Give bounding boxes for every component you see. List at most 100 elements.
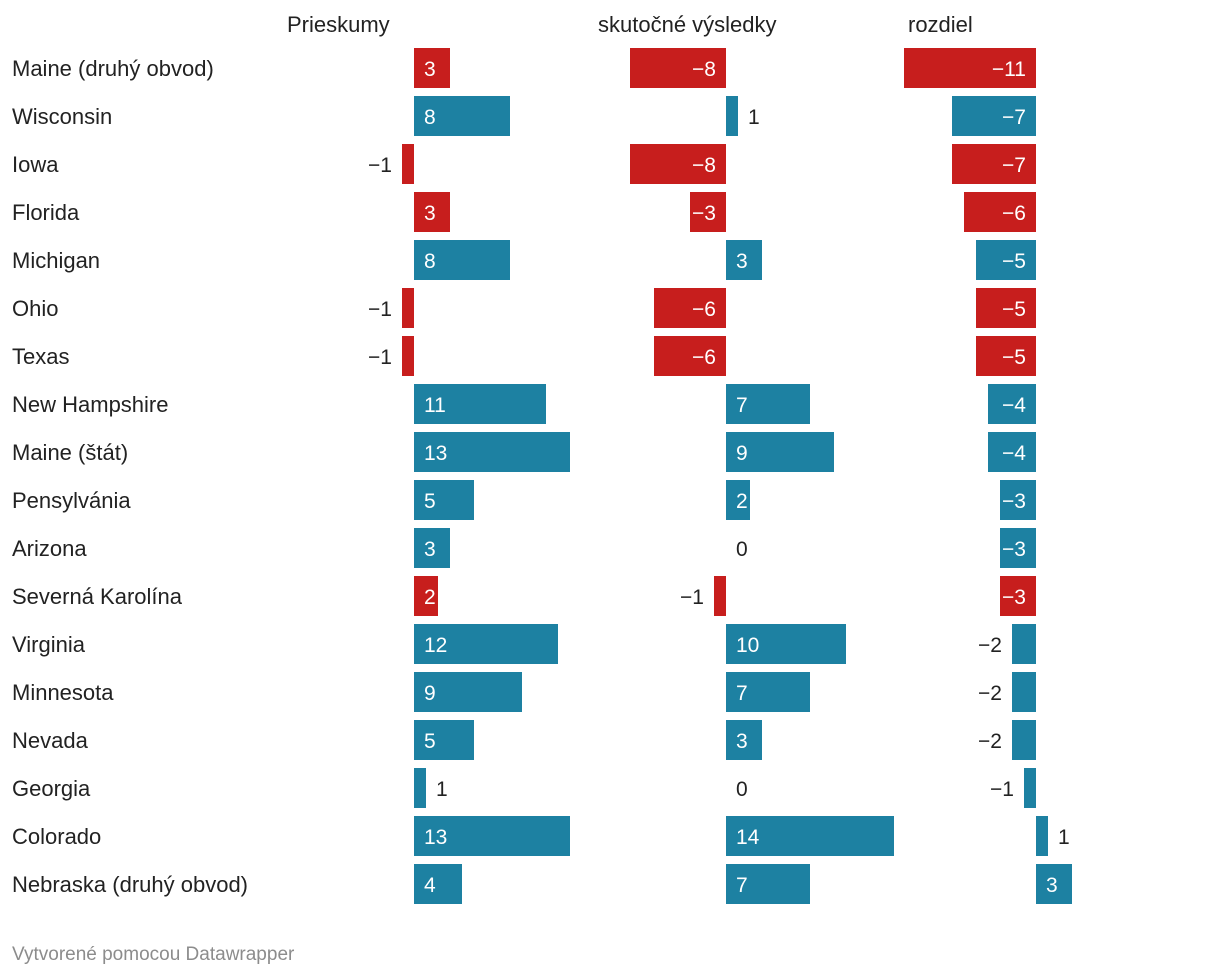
bar [1036,864,1072,904]
bar [1000,480,1036,520]
value-label: −6 [692,346,716,369]
value-label: −3 [1002,586,1026,609]
bar [976,288,1036,328]
bar [414,48,450,88]
bar [726,480,750,520]
row-label: Maine (štát) [12,440,128,465]
value-label: 3 [736,250,748,273]
bar [1024,768,1036,808]
row-label: Maine (druhý obvod) [12,56,214,81]
value-label: 2 [736,490,748,513]
row-label: Texas [12,344,69,369]
bar [402,288,414,328]
value-label: 4 [424,874,436,897]
bar [988,384,1036,424]
bar [414,432,570,472]
value-label: −1 [368,346,392,369]
value-label: −5 [1002,250,1026,273]
value-label: −2 [978,730,1002,753]
row-label: Iowa [12,152,59,177]
value-label: −5 [1002,298,1026,321]
value-label: −5 [1002,346,1026,369]
row-label: Minnesota [12,680,114,705]
bar [690,192,726,232]
bar [654,288,726,328]
value-label: 5 [424,730,436,753]
bar [714,576,726,616]
value-label: 3 [424,202,436,225]
value-label: 7 [736,682,748,705]
value-label: −6 [1002,202,1026,225]
chart: Prieskumy skutočné výsledky rozdiel Maine (… [12,12,1072,904]
row-label: Severná Karolína [12,584,183,609]
value-label: −4 [1002,394,1026,417]
value-label: 0 [736,538,748,561]
bar [414,768,426,808]
bar [414,96,510,136]
bar [726,672,810,712]
row-label: Florida [12,200,80,225]
value-label: 5 [424,490,436,513]
value-label: 14 [736,826,760,849]
value-label: −2 [978,682,1002,705]
value-label: 1 [748,106,760,129]
row-label: Michigan [12,248,100,273]
row-label: New Hampshire [12,392,169,417]
bar [414,720,474,760]
row-label: Virginia [12,632,86,657]
row-label: Ohio [12,296,58,321]
bar [726,864,810,904]
value-label: 12 [424,634,447,657]
bar [976,336,1036,376]
bar [904,48,1036,88]
value-label: 8 [424,106,436,129]
value-label: 13 [424,442,447,465]
value-label: −7 [1002,106,1026,129]
bar [726,96,738,136]
bar [988,432,1036,472]
bar [952,96,1036,136]
bar [726,384,810,424]
bar [726,816,894,856]
value-label: 3 [736,730,748,753]
value-label: 3 [1046,874,1058,897]
value-label: −8 [692,58,716,81]
bar [402,144,414,184]
bar [414,864,462,904]
value-label: −4 [1002,442,1026,465]
bar [402,336,414,376]
bar [964,192,1036,232]
value-label: −6 [692,298,716,321]
value-label: 8 [424,250,436,273]
value-label: −3 [1002,490,1026,513]
bar [414,240,510,280]
bar [630,48,726,88]
bar [1000,528,1036,568]
value-label: 3 [424,538,436,561]
bar [414,480,474,520]
value-label: −1 [368,154,392,177]
bar [726,432,834,472]
row-label: Nebraska (druhý obvod) [12,872,248,897]
value-label: 7 [736,874,748,897]
bar [414,192,450,232]
value-label: 9 [736,442,748,465]
value-label: −11 [992,58,1026,81]
bar [726,240,762,280]
value-label: −3 [692,202,716,225]
bar [414,384,546,424]
bar [414,672,522,712]
value-label: 13 [424,826,447,849]
value-label: 2 [424,586,436,609]
row-label: Arizona [12,536,87,561]
bar [414,816,570,856]
value-label: −3 [1002,538,1026,561]
value-label: 11 [424,394,446,417]
value-label: 1 [436,778,448,801]
row-label: Pensylvánia [12,488,131,513]
bar [630,144,726,184]
column-header-3: rozdiel [908,12,973,37]
bar [976,240,1036,280]
bar [726,720,762,760]
column-header-2: skutočné výsledky [598,12,777,37]
